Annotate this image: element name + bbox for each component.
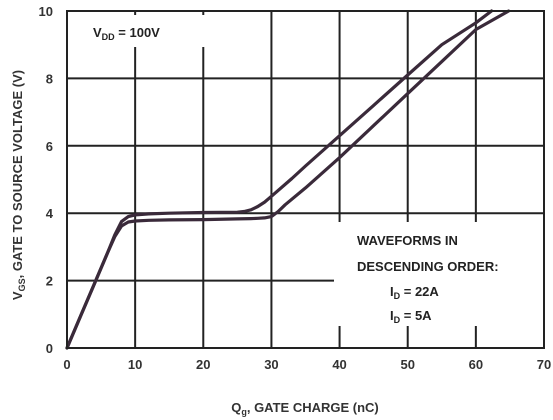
- y-axis-label-rest: , GATE TO SOURCE VOLTAGE (V): [10, 70, 25, 279]
- x-tick-label: 30: [264, 357, 278, 372]
- x-tick-label: 20: [196, 357, 210, 372]
- legend-entry-22a: ID = 22A: [390, 284, 439, 301]
- y-axis-label-sub: GS: [17, 278, 27, 291]
- y-tick-label: 8: [46, 71, 53, 86]
- legend-entry-5a-sub: D: [394, 315, 401, 325]
- tick-labels: 0 10 20 30 40 50 60 70 0 2 4 6 8 10: [39, 4, 552, 372]
- y-axis-label-main: V: [10, 291, 25, 300]
- x-tick-label: 10: [128, 357, 142, 372]
- x-axis-label: Qg, GATE CHARGE (nC): [231, 400, 379, 417]
- legend-entry-22a-rest: = 22A: [400, 284, 439, 299]
- x-tick-label: 60: [469, 357, 483, 372]
- vdd-annotation-box: [82, 15, 216, 47]
- legend-entry-5a-main: I: [390, 308, 394, 323]
- x-tick-label: 40: [332, 357, 346, 372]
- y-tick-label: 2: [46, 274, 53, 289]
- y-tick-label: 4: [46, 206, 54, 221]
- y-tick-label: 10: [39, 4, 53, 19]
- series-line-1: [65, 9, 494, 350]
- vdd-sub: DD: [102, 32, 115, 42]
- x-tick-label: 0: [63, 357, 70, 372]
- vdd-rest: = 100V: [115, 25, 161, 40]
- vdd-main: V: [93, 25, 102, 40]
- y-tick-label: 6: [46, 139, 53, 154]
- plot-frame: [66, 10, 545, 349]
- series-lines: [65, 9, 511, 350]
- legend-entry-22a-sub: D: [394, 291, 401, 301]
- x-axis-label-rest: , GATE CHARGE (nC): [247, 400, 379, 415]
- y-axis-label: VGS, GATE TO SOURCE VOLTAGE (V): [10, 70, 27, 300]
- legend-box: [334, 222, 545, 326]
- legend-line-2: DESCENDING ORDER:: [357, 259, 499, 274]
- y-tick-label: 0: [46, 341, 53, 356]
- legend-entry-5a: ID = 5A: [390, 308, 432, 325]
- legend-entry-22a-main: I: [390, 284, 394, 299]
- legend-entry-5a-rest: = 5A: [400, 308, 432, 323]
- x-axis-label-main: Q: [231, 400, 241, 415]
- x-axis-label-sub: g: [241, 407, 247, 417]
- legend-line-1: WAVEFORMS IN: [357, 233, 458, 248]
- x-tick-label: 50: [400, 357, 414, 372]
- vdd-annotation: VDD = 100V: [93, 25, 160, 42]
- x-tick-label: 70: [537, 357, 551, 372]
